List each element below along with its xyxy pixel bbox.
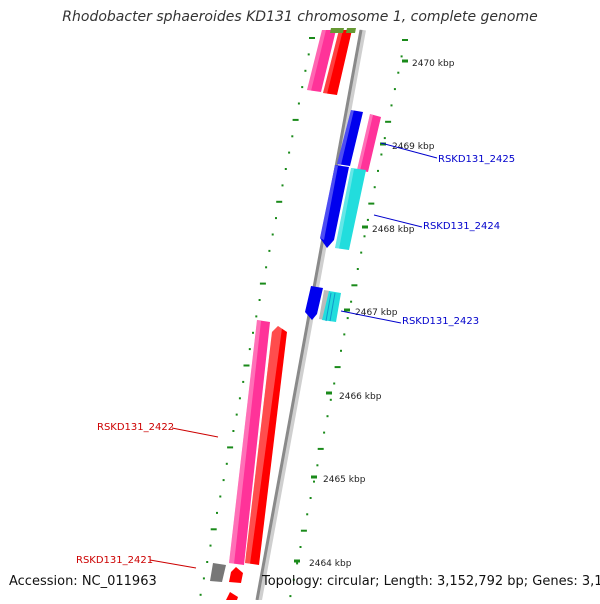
genome-summary: Topology: circular; Length: 3,152,792 bp… (262, 574, 600, 589)
gene-label-rskd131-2422[interactable]: RSKD131_2422 (97, 422, 174, 433)
minor-tick (304, 69, 307, 72)
minor-tick (333, 382, 336, 385)
minor-tick (216, 511, 218, 514)
minor-tick (206, 561, 209, 563)
minor-tick (356, 268, 359, 270)
gene-label-rskd131-2421[interactable]: RSKD131_2421 (76, 555, 153, 566)
minor-tick (219, 495, 222, 498)
ruler: 2470 kbp 2469 kbp 2468 kbp 2467 kbp 2466… (294, 59, 455, 569)
minor-tick (373, 186, 376, 189)
major-tick (368, 202, 375, 205)
major-tick (227, 446, 234, 449)
gene-label-rskd131-2425[interactable]: RSKD131_2425 (438, 154, 515, 165)
major-tick (317, 447, 324, 450)
minor-tick (380, 153, 383, 156)
minor-tick (242, 380, 245, 383)
feature-top-olive[interactable] (330, 28, 356, 33)
minor-tick (255, 315, 258, 318)
minor-tick (313, 480, 315, 483)
minor-tick (275, 217, 277, 220)
minor-tick (235, 413, 238, 416)
ruler-label: 2467 kbp (355, 308, 398, 318)
feature-top-red[interactable] (323, 30, 352, 95)
major-tick (292, 118, 299, 121)
major-tick (402, 39, 408, 41)
tick-marks-left (199, 37, 315, 596)
feature-top-magenta[interactable] (307, 30, 336, 92)
major-tick (259, 282, 266, 285)
major-tick (385, 120, 392, 123)
major-tick (210, 528, 217, 531)
minor-tick (292, 578, 295, 581)
minor-tick (350, 300, 353, 303)
minor-tick (299, 546, 302, 548)
minor-tick (284, 168, 287, 170)
minor-tick (390, 104, 393, 107)
gene-rskd131-2423[interactable]: RSKD131_2423 (305, 286, 479, 327)
minor-tick (265, 266, 268, 269)
minor-tick (393, 88, 396, 91)
ruler-label: 2470 kbp (412, 59, 455, 69)
minor-tick (307, 53, 310, 56)
minor-tick (340, 349, 342, 352)
minor-tick (252, 331, 254, 334)
minor-tick (238, 397, 241, 400)
minor-tick (288, 151, 291, 154)
ruler-label: 2466 kbp (339, 392, 382, 402)
minor-tick (289, 595, 292, 598)
minor-tick (383, 137, 386, 140)
minor-tick (306, 513, 309, 516)
minor-tick (329, 398, 332, 401)
gene-rskd131-2422[interactable]: RSKD131_2422 (97, 320, 287, 565)
minor-tick (316, 464, 319, 467)
gene-rskd131-2425[interactable]: RSKD131_2425 (337, 110, 515, 172)
minor-tick (397, 71, 400, 74)
gene-rskd131-2424[interactable]: RSKD131_2424 (320, 165, 500, 250)
minor-tick (360, 251, 363, 254)
minor-tick (400, 55, 403, 58)
minor-tick (202, 577, 205, 580)
minor-tick (281, 184, 284, 187)
minor-tick (296, 562, 299, 565)
minor-tick (232, 430, 235, 432)
minor-tick (343, 333, 346, 336)
major-tick (309, 37, 315, 39)
gene-label-rskd131-2424[interactable]: RSKD131_2424 (423, 221, 500, 232)
page-title: Rhodobacter sphaeroides KD131 chromosome… (62, 9, 538, 25)
minor-tick (258, 299, 261, 301)
minor-tick (209, 544, 212, 547)
minor-tick (199, 593, 202, 596)
gene-label-rskd131-2423[interactable]: RSKD131_2423 (402, 316, 479, 327)
gene-rskd131-2421[interactable]: RSKD131_2421 (76, 555, 243, 600)
major-tick (334, 366, 341, 369)
minor-tick (248, 348, 251, 351)
minor-tick (297, 102, 300, 105)
minor-tick (301, 86, 304, 89)
accession-label: Accession: NC_011963 (9, 574, 157, 589)
ruler-label: 2468 kbp (372, 225, 415, 235)
ruler-label: 2465 kbp (323, 475, 366, 485)
ruler-label: 2469 kbp (392, 142, 435, 152)
major-tick (351, 284, 358, 287)
ruler-label: 2464 kbp (309, 559, 352, 569)
major-tick (243, 364, 250, 367)
minor-tick (326, 415, 329, 418)
minor-tick (346, 317, 349, 320)
minor-tick (291, 135, 294, 138)
minor-tick (309, 497, 312, 499)
minor-tick (222, 479, 225, 482)
minor-tick (225, 462, 228, 465)
major-tick (300, 529, 307, 532)
major-tick (276, 200, 283, 203)
minor-tick (268, 249, 271, 252)
minor-tick (363, 235, 366, 238)
minor-tick (366, 218, 369, 221)
minor-tick (377, 169, 379, 172)
tick-marks-right (289, 39, 408, 598)
minor-tick (323, 431, 326, 434)
minor-tick (271, 233, 274, 236)
